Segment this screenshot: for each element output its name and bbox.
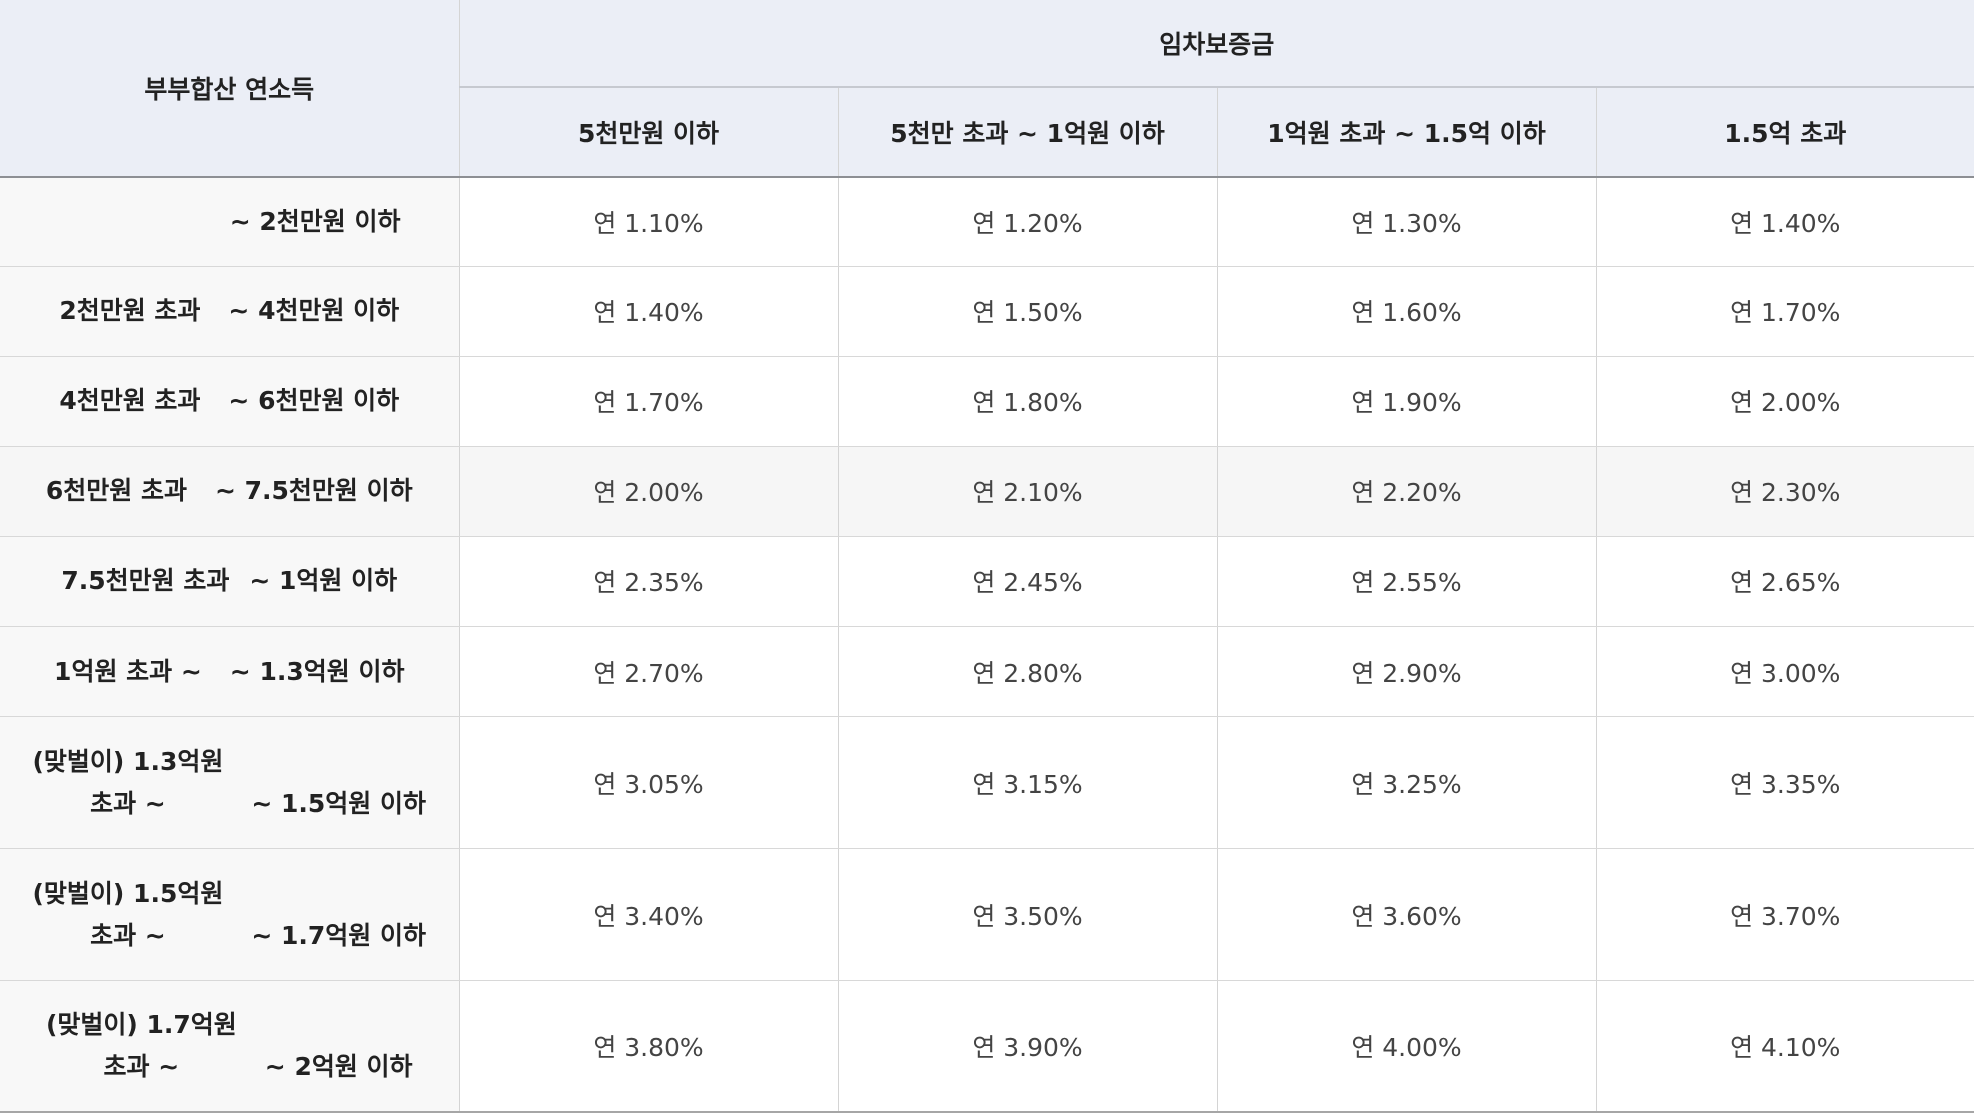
deposit-column-header: 5천만원 이하 <box>459 87 839 178</box>
rate-cell: 연 3.50% <box>837 848 1218 982</box>
rate-cell: 연 2.30% <box>1595 446 1974 537</box>
income-from-line2: 초과 ~ <box>103 1052 180 1082</box>
income-from-line1: (맞벌이) 1.5억원 <box>32 878 224 908</box>
deposit-column-header: 5천만 초과 ~ 1억원 이하 <box>837 87 1218 178</box>
income-from-label: (맞벌이) 1.7억원 초과 ~ <box>46 1004 237 1088</box>
income-from-label: (맞벌이) 1.5억원 초과 ~ <box>33 873 224 957</box>
income-bracket-cell: (맞벌이) 1.3억원 초과 ~ ~ 1.5억원 이하 <box>0 716 460 850</box>
rate-cell: 연 1.80% <box>837 356 1218 447</box>
rate-cell: 연 1.70% <box>1595 266 1974 357</box>
rate-cell: 연 3.80% <box>458 980 839 1114</box>
income-bracket-cell: ~ 2천만원 이하 <box>0 177 460 267</box>
income-from-label: 6천만원 초과 <box>45 476 187 506</box>
rate-cell: 연 2.00% <box>1595 356 1974 447</box>
income-from-label: 1억원 초과 ~ <box>54 656 202 686</box>
income-bracket-cell: 6천만원 초과 ~ 7.5천만원 이하 <box>0 446 460 537</box>
table-row: ~ 2천만원 이하 연 1.10% 연 1.20% 연 1.30% 연 1.40… <box>0 177 1974 267</box>
rate-cell: 연 3.25% <box>1216 716 1597 850</box>
table-row: 2천만원 초과 ~ 4천만원 이하 연 1.40% 연 1.50% 연 1.60… <box>0 266 1974 357</box>
income-bracket-cell: (맞벌이) 1.7억원 초과 ~ ~ 2억원 이하 <box>0 980 460 1114</box>
income-to-label: ~ 6천만원 이하 <box>228 386 400 416</box>
income-bracket-cell: 7.5천만원 초과 ~ 1억원 이하 <box>0 536 460 627</box>
rate-cell: 연 2.80% <box>837 626 1218 718</box>
income-to-label: ~ 1.5억원 이하 <box>251 788 426 818</box>
income-bracket-cell: 2천만원 초과 ~ 4천만원 이하 <box>0 266 460 357</box>
rate-cell: 연 3.40% <box>458 848 839 982</box>
income-from-line1: (맞벌이) 1.7억원 <box>45 1010 237 1040</box>
table-row: 6천만원 초과 ~ 7.5천만원 이하 연 2.00% 연 2.10% 연 2.… <box>0 446 1974 537</box>
rate-cell: 연 3.05% <box>458 716 839 850</box>
table-row: 1억원 초과 ~ ~ 1.3억원 이하 연 2.70% 연 2.80% 연 2.… <box>0 626 1974 718</box>
table-row: 4천만원 초과 ~ 6천만원 이하 연 1.70% 연 1.80% 연 1.90… <box>0 356 1974 447</box>
rate-cell: 연 1.10% <box>458 177 839 267</box>
rate-cell: 연 2.90% <box>1216 626 1597 718</box>
rate-cell: 연 1.90% <box>1216 356 1597 447</box>
rate-cell: 연 1.30% <box>1216 177 1597 267</box>
income-from-label: 2천만원 초과 <box>59 296 201 326</box>
rate-cell: 연 2.55% <box>1216 536 1597 627</box>
income-from-label: (맞벌이) 1.3억원 초과 ~ <box>33 741 224 825</box>
deposit-column-header: 1억원 초과 ~ 1.5억 이하 <box>1216 87 1597 178</box>
table-row: (맞벌이) 1.5억원 초과 ~ ~ 1.7억원 이하 연 3.40% 연 3.… <box>0 848 1974 982</box>
table-row: 7.5천만원 초과 ~ 1억원 이하 연 2.35% 연 2.45% 연 2.5… <box>0 536 1974 627</box>
rate-cell: 연 3.15% <box>837 716 1218 850</box>
rate-cell: 연 1.60% <box>1216 266 1597 357</box>
income-to-label: ~ 1억원 이하 <box>249 566 398 596</box>
deposit-group-header: 임차보증금 <box>458 0 1974 88</box>
rate-cell: 연 1.40% <box>458 266 839 357</box>
rate-cell: 연 4.00% <box>1216 980 1597 1114</box>
table-row: (맞벌이) 1.3억원 초과 ~ ~ 1.5억원 이하 연 3.05% 연 3.… <box>0 716 1974 850</box>
rate-cell: 연 3.00% <box>1595 626 1974 718</box>
rate-cell: 연 1.70% <box>458 356 839 447</box>
rate-cell: 연 3.60% <box>1216 848 1597 982</box>
rate-cell: 연 3.90% <box>837 980 1218 1114</box>
rate-cell: 연 1.20% <box>837 177 1218 267</box>
rate-cell: 연 4.10% <box>1595 980 1974 1114</box>
income-to-label: ~ 4천만원 이하 <box>228 296 400 326</box>
rate-cell: 연 1.40% <box>1595 177 1974 267</box>
income-bracket-cell: (맞벌이) 1.5억원 초과 ~ ~ 1.7억원 이하 <box>0 848 460 982</box>
income-to-label: ~ 1.3억원 이하 <box>229 656 405 686</box>
income-to-label: ~ 2억원 이하 <box>264 1052 413 1082</box>
rate-cell: 연 1.50% <box>837 266 1218 357</box>
rate-cell: 연 3.35% <box>1595 716 1974 850</box>
rate-cell: 연 2.20% <box>1216 446 1597 537</box>
income-from-label: 4천만원 초과 <box>59 386 201 416</box>
income-from-line2: 초과 ~ <box>90 920 166 950</box>
income-from-line1: (맞벌이) 1.3억원 <box>32 746 224 776</box>
income-to-label: ~ 7.5천만원 이하 <box>214 476 413 506</box>
rate-cell: 연 3.70% <box>1595 848 1974 982</box>
rate-cell: 연 2.35% <box>458 536 839 627</box>
deposit-column-header: 1.5억 초과 <box>1595 87 1974 178</box>
income-to-label: ~ 2천만원 이하 <box>229 206 401 236</box>
income-bracket-cell: 4천만원 초과 ~ 6천만원 이하 <box>0 356 460 447</box>
rate-cell: 연 2.00% <box>458 446 839 537</box>
table-row: (맞벌이) 1.7억원 초과 ~ ~ 2억원 이하 연 3.80% 연 3.90… <box>0 980 1974 1114</box>
rate-cell: 연 2.10% <box>837 446 1218 537</box>
income-from-label: 7.5천만원 초과 <box>61 566 230 596</box>
income-to-label: ~ 1.7억원 이하 <box>251 920 426 950</box>
income-column-header: 부부합산 연소득 <box>0 0 460 178</box>
rate-cell: 연 2.70% <box>458 626 839 718</box>
rate-cell: 연 2.65% <box>1595 536 1974 627</box>
rate-cell: 연 2.45% <box>837 536 1218 627</box>
income-bracket-cell: 1억원 초과 ~ ~ 1.3억원 이하 <box>0 626 460 718</box>
income-from-line2: 초과 ~ <box>90 788 166 818</box>
